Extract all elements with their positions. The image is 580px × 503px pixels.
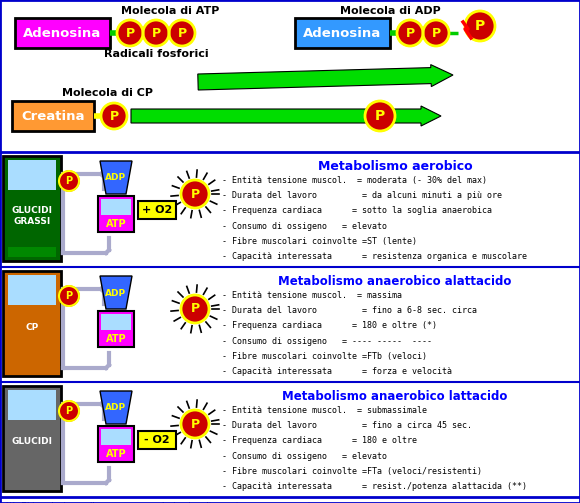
Text: Molecola di ATP: Molecola di ATP <box>121 6 219 16</box>
Polygon shape <box>100 391 132 424</box>
Text: Adenosina: Adenosina <box>23 27 101 40</box>
Text: - Durata del lavoro         = fino a circa 45 sec.: - Durata del lavoro = fino a circa 45 se… <box>222 421 472 430</box>
Circle shape <box>169 20 195 46</box>
Bar <box>98 311 134 347</box>
Text: Creatina: Creatina <box>21 110 85 123</box>
Circle shape <box>423 20 449 46</box>
Circle shape <box>59 171 79 191</box>
Text: P: P <box>375 109 385 123</box>
Text: - Capacità interessata      = resistenza organica e muscolare: - Capacità interessata = resistenza orga… <box>222 252 527 261</box>
Bar <box>8 477 56 487</box>
Text: + O2: + O2 <box>142 205 172 215</box>
Text: ATP: ATP <box>106 334 126 344</box>
Bar <box>295 18 390 48</box>
Text: - Frequenza cardiaca      = 180 e oltre (*): - Frequenza cardiaca = 180 e oltre (*) <box>222 321 437 330</box>
Text: P: P <box>432 27 441 40</box>
Text: ADP: ADP <box>106 289 126 297</box>
Circle shape <box>59 286 79 306</box>
Bar <box>101 429 131 445</box>
Text: Radicali fosforici: Radicali fosforici <box>104 49 208 59</box>
Text: - Capacità interessata      = resist./potenza alattacida (**): - Capacità interessata = resist./potenza… <box>222 482 527 491</box>
Text: - Consumo di ossigeno   = elevato: - Consumo di ossigeno = elevato <box>222 222 387 230</box>
Polygon shape <box>100 276 132 309</box>
Text: - Fibre muscolari coinvolte =FTa (veloci/resistenti): - Fibre muscolari coinvolte =FTa (veloci… <box>222 467 482 476</box>
Bar <box>101 199 131 215</box>
Text: P: P <box>125 27 135 40</box>
Circle shape <box>59 401 79 421</box>
Text: - Frequenza cardiaca      = 180 e oltre: - Frequenza cardiaca = 180 e oltre <box>222 437 417 445</box>
Bar <box>0 382 580 497</box>
Bar <box>15 18 110 48</box>
Bar <box>3 156 61 261</box>
Bar <box>8 275 56 305</box>
Circle shape <box>101 103 127 129</box>
Bar <box>98 196 134 232</box>
Bar <box>8 390 56 420</box>
Text: Metabolismo anaerobico lattacido: Metabolismo anaerobico lattacido <box>282 390 508 403</box>
Bar <box>138 201 176 219</box>
Bar <box>0 152 580 267</box>
Text: - Durata del lavoro         = da alcuni minuti a più ore: - Durata del lavoro = da alcuni minuti a… <box>222 191 502 200</box>
FancyArrow shape <box>131 106 441 126</box>
Circle shape <box>465 11 495 41</box>
Text: GLUCIDI: GLUCIDI <box>12 438 53 447</box>
Bar <box>8 247 56 257</box>
Circle shape <box>181 295 209 323</box>
Text: ADP: ADP <box>106 174 126 183</box>
Text: - Entità tensione muscol.  = massima: - Entità tensione muscol. = massima <box>222 291 402 300</box>
Text: P: P <box>190 417 200 431</box>
Text: CP: CP <box>26 322 39 331</box>
Text: P: P <box>110 110 118 123</box>
Circle shape <box>181 410 209 438</box>
Text: Molecola di ADP: Molecola di ADP <box>340 6 440 16</box>
Bar <box>12 101 94 131</box>
Text: - Entità tensione muscol.  = moderata (- 30% del max): - Entità tensione muscol. = moderata (- … <box>222 176 487 185</box>
Text: GLUCIDI
GRASSI: GLUCIDI GRASSI <box>12 206 53 226</box>
FancyArrow shape <box>198 64 453 90</box>
Circle shape <box>143 20 169 46</box>
Circle shape <box>365 101 395 131</box>
Bar <box>3 386 61 491</box>
Bar <box>0 0 580 152</box>
Text: P: P <box>66 176 72 186</box>
Text: P: P <box>475 19 485 33</box>
Bar <box>138 431 176 449</box>
Text: - Fibre muscolari coinvolte =ST (lente): - Fibre muscolari coinvolte =ST (lente) <box>222 237 417 246</box>
Bar <box>8 160 56 190</box>
Text: - Consumo di ossigeno   = ---- -----  ----: - Consumo di ossigeno = ---- ----- ---- <box>222 337 432 346</box>
Text: P: P <box>66 406 72 416</box>
Text: Metabolismo anaerobico alattacido: Metabolismo anaerobico alattacido <box>278 275 512 288</box>
Text: Molecola di CP: Molecola di CP <box>63 88 154 98</box>
Bar <box>3 271 61 376</box>
Text: (*)  E' in relazione alle masse muscolari coinvolte contemporaneamente.: (*) E' in relazione alle masse muscolari… <box>5 502 319 503</box>
Text: P: P <box>151 27 161 40</box>
Text: Metabolismo aerobico: Metabolismo aerobico <box>318 160 472 173</box>
Text: - Frequenza cardiaca      = sotto la soglia anaerobica: - Frequenza cardiaca = sotto la soglia a… <box>222 206 492 215</box>
Text: ATP: ATP <box>106 449 126 459</box>
Text: - Capacità interessata      = forza e velocità: - Capacità interessata = forza e velocit… <box>222 367 452 376</box>
Text: - O2: - O2 <box>144 435 170 445</box>
Text: - Consumo di ossigeno   = elevato: - Consumo di ossigeno = elevato <box>222 452 387 461</box>
Bar <box>101 314 131 330</box>
Text: ATP: ATP <box>106 219 126 229</box>
Polygon shape <box>100 161 132 194</box>
Text: P: P <box>66 291 72 301</box>
Text: - Fibre muscolari coinvolte =FTb (veloci): - Fibre muscolari coinvolte =FTb (veloci… <box>222 352 427 361</box>
Text: P: P <box>177 27 187 40</box>
Circle shape <box>181 180 209 208</box>
Text: - Durata del lavoro         = fino a 6-8 sec. circa: - Durata del lavoro = fino a 6-8 sec. ci… <box>222 306 477 315</box>
Bar <box>98 426 134 462</box>
Text: ADP: ADP <box>106 403 126 412</box>
Text: - Entità tensione muscol.  = submassimale: - Entità tensione muscol. = submassimale <box>222 406 427 415</box>
Bar <box>0 267 580 382</box>
Circle shape <box>397 20 423 46</box>
Text: P: P <box>190 188 200 201</box>
Text: P: P <box>405 27 415 40</box>
Text: P: P <box>190 302 200 315</box>
Circle shape <box>117 20 143 46</box>
Bar <box>8 362 56 372</box>
Text: Adenosina: Adenosina <box>303 27 381 40</box>
